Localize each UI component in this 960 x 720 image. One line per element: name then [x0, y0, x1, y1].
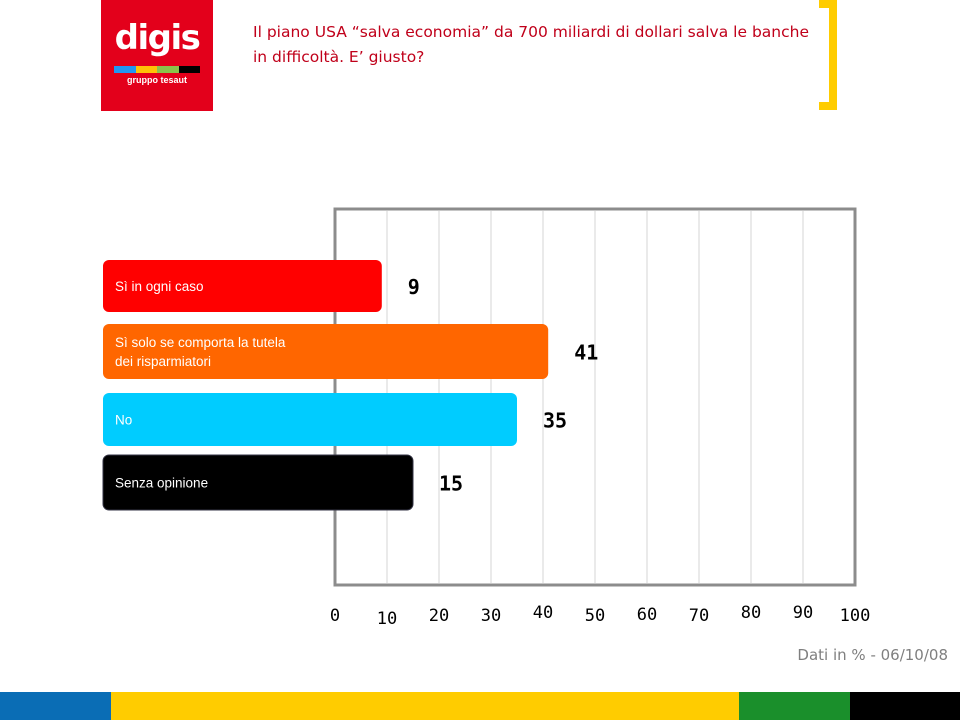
x-tick-label: 30: [481, 606, 501, 626]
bar-category-label: Sì in ogni caso: [115, 279, 204, 294]
x-tick-label: 70: [689, 606, 709, 626]
bar-value-label: 15: [439, 472, 463, 496]
x-tick-label: 90: [793, 603, 813, 623]
x-tick-label: 50: [585, 606, 605, 626]
bar: [103, 393, 517, 446]
bar-category-label: Sì solo se comporta la tutela dei risparm…: [115, 335, 286, 369]
bar: [103, 324, 549, 379]
question-title: Il piano USA “salva economia” da 700 mil…: [253, 23, 809, 66]
x-tick-label: 40: [533, 603, 553, 623]
digis-logo: digis gruppo tesaut: [101, 0, 213, 111]
x-tick-label: 10: [377, 609, 397, 629]
logo-stripe-black: [178, 66, 200, 73]
x-tick-label: 80: [741, 603, 761, 623]
footer-color-band: [0, 692, 960, 720]
logo-stripe-yellow: [135, 66, 157, 73]
x-tick-label: 0: [330, 606, 340, 626]
logo-stripe-blue: [114, 66, 136, 73]
logo-color-stripe: [114, 66, 200, 73]
x-tick-label: 20: [429, 606, 449, 626]
logo-wordmark: digis: [114, 18, 201, 58]
logo-subtitle: gruppo tesaut: [127, 75, 187, 85]
yellow-bracket-decoration: [819, 0, 837, 110]
x-tick-label: 100: [840, 606, 871, 626]
data-source-note: Dati in % - 06/10/08: [797, 646, 948, 664]
band-blue: [0, 692, 111, 720]
band-green: [739, 692, 850, 720]
bar: [103, 260, 382, 312]
band-black: [850, 692, 960, 720]
bar-value-label: 41: [574, 341, 598, 365]
x-tick-label: 60: [637, 605, 657, 625]
bar-category-label: No: [115, 413, 132, 428]
bar-chart: 0 10 20 30 40 50 60 70 80 90 100 Sì in ogni caso 9 Sì…: [102, 207, 871, 629]
logo-stripe-green: [157, 66, 179, 73]
bar-value-label: 35: [543, 409, 567, 433]
bar: [102, 454, 414, 511]
bar-value-label: 9: [408, 275, 420, 299]
bar-category-label: Senza opinione: [115, 476, 208, 491]
band-yellow: [111, 692, 739, 720]
